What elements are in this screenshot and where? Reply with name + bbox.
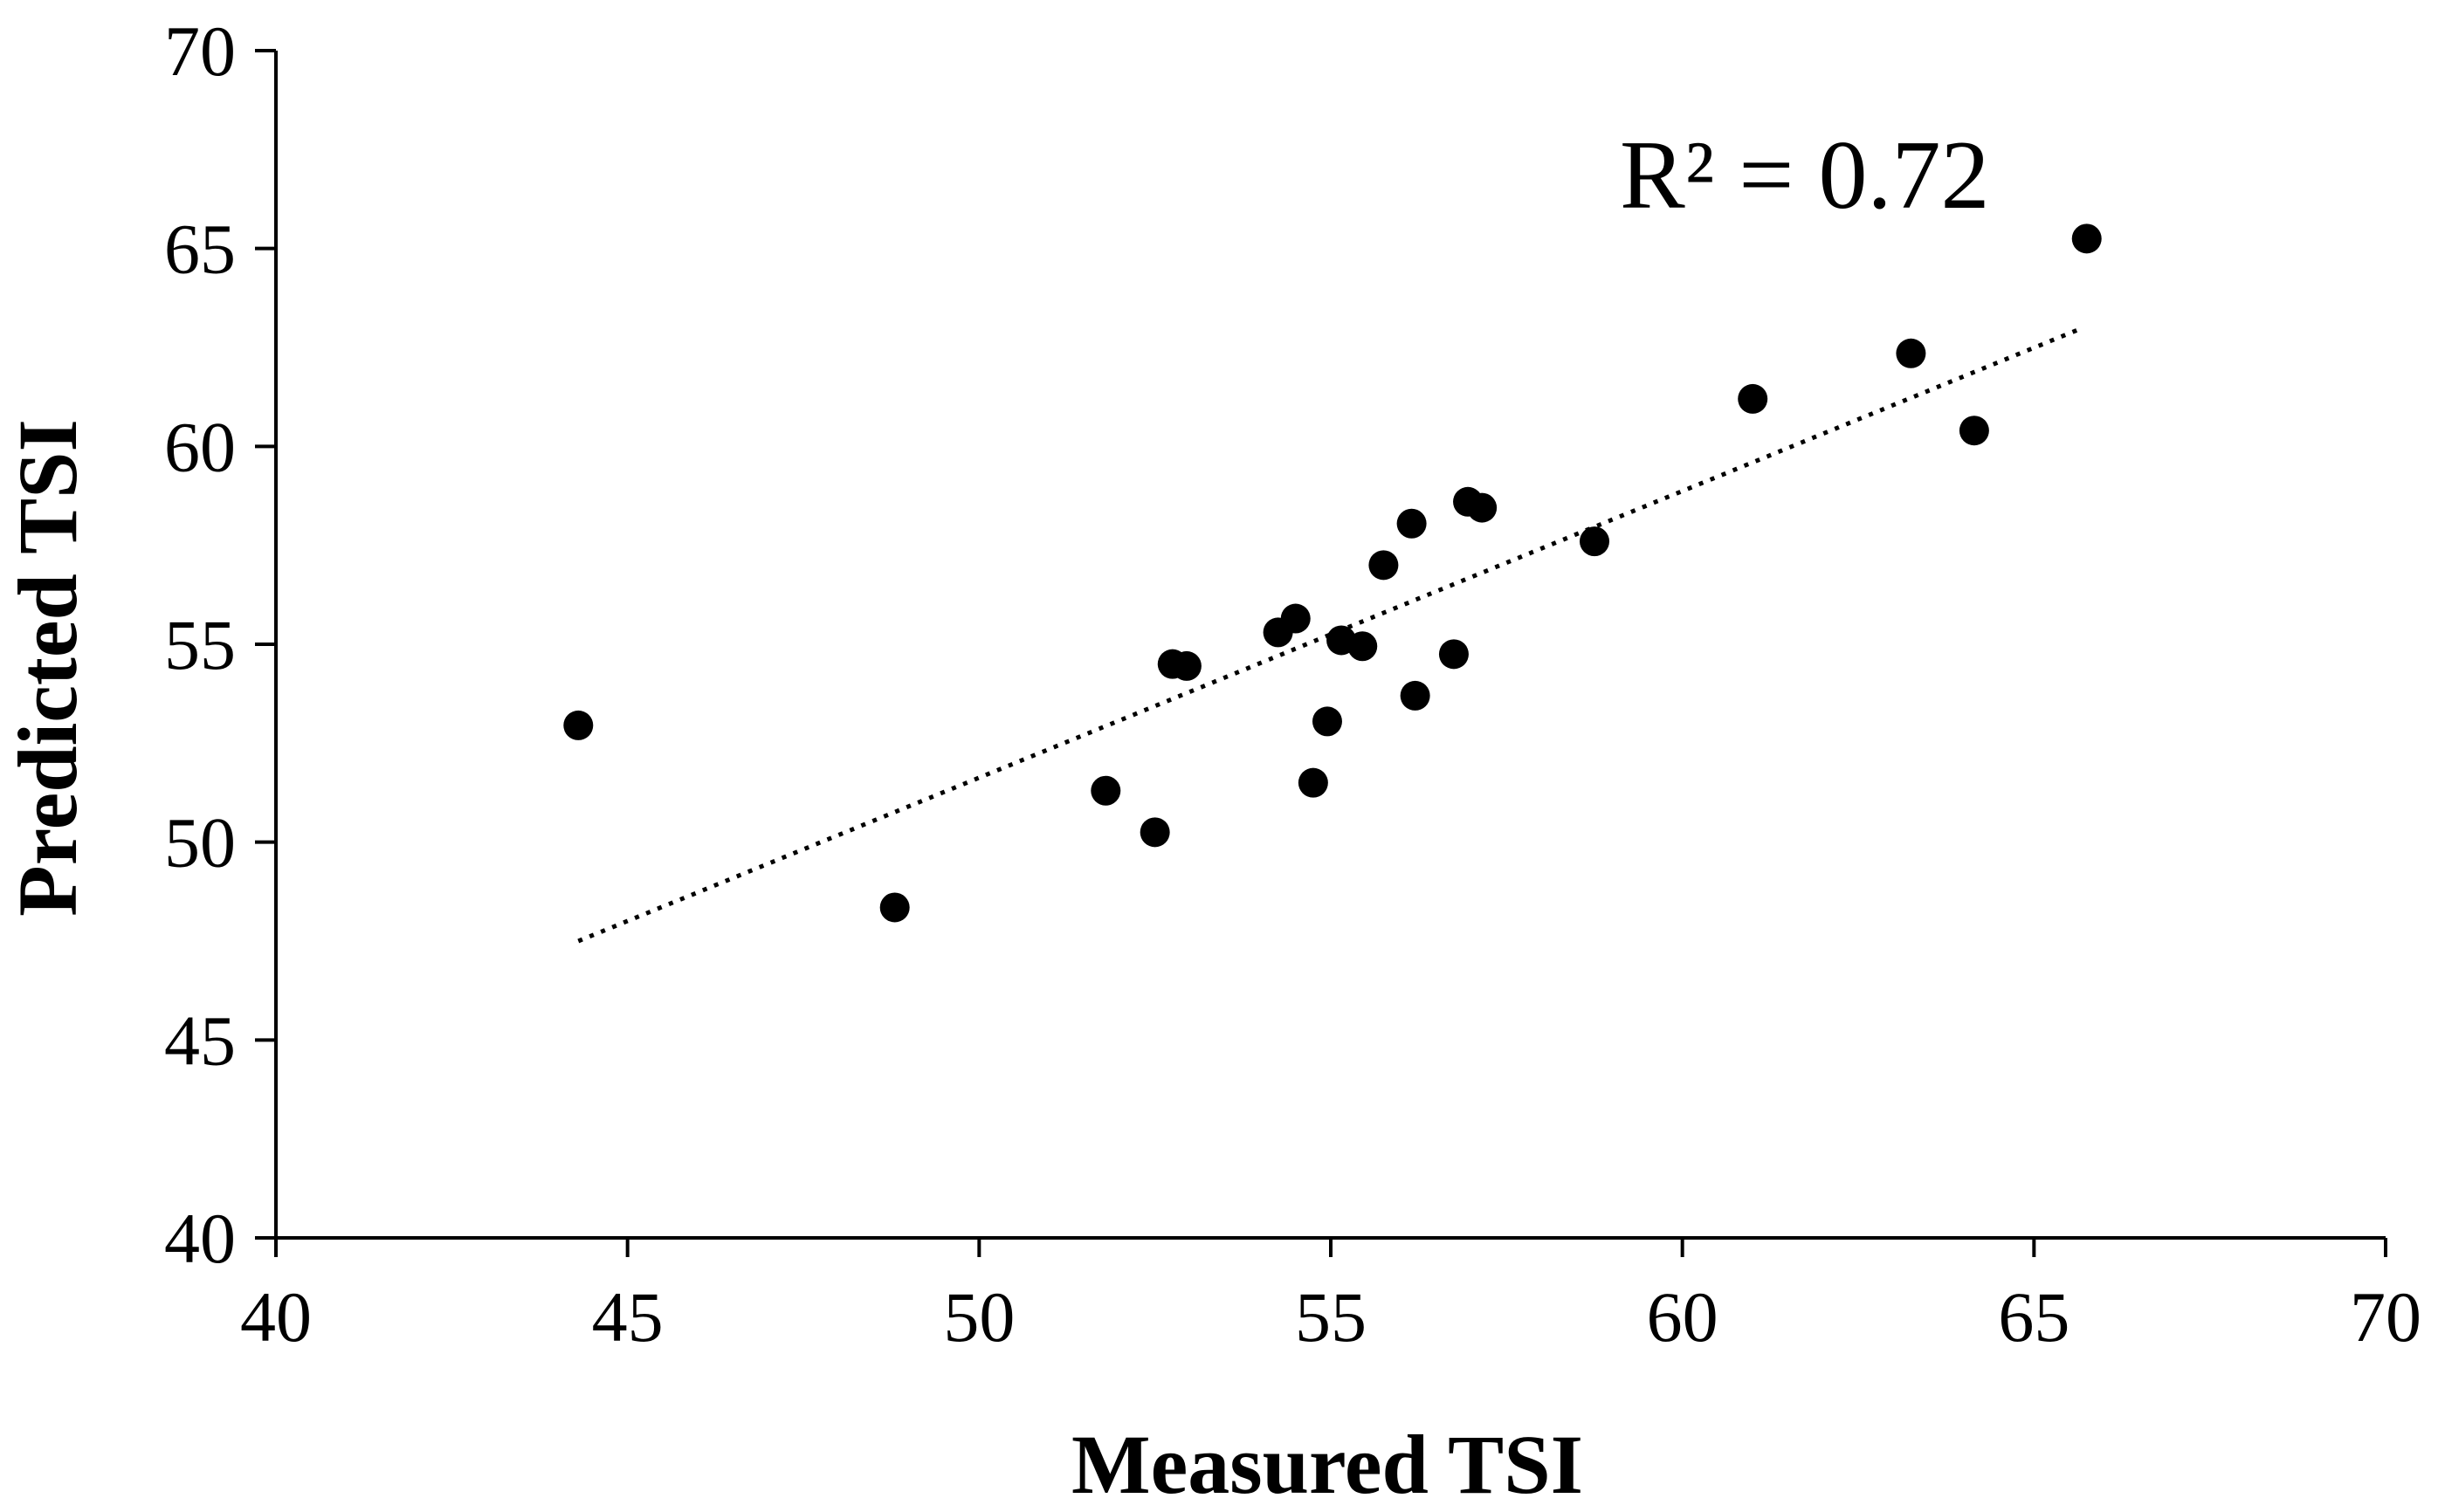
data-point <box>1312 706 1342 737</box>
x-ticks: 40 45 50 55 60 65 70 <box>240 1238 2421 1357</box>
data-point <box>2071 223 2102 254</box>
y-axis-title: Predicted TSI <box>1 419 94 917</box>
y-tick-label: 65 <box>164 210 236 289</box>
data-point <box>1396 508 1427 539</box>
trendline <box>577 326 2084 944</box>
data-point <box>1467 492 1498 523</box>
y-ticks: 40 45 50 55 60 65 70 <box>164 11 276 1278</box>
data-point <box>1738 383 1768 414</box>
data-point <box>563 710 594 740</box>
data-point <box>1280 603 1311 634</box>
r-squared-annotation: R² = 0.72 <box>1620 121 1989 230</box>
x-axis-title: Measured TSI <box>1071 1418 1583 1511</box>
data-point <box>879 892 910 923</box>
y-tick-label: 55 <box>164 605 236 684</box>
data-point <box>1368 550 1399 581</box>
y-tick-label: 60 <box>164 407 236 486</box>
data-point <box>1959 416 1989 446</box>
x-tick-label: 40 <box>240 1277 312 1357</box>
x-tick-label: 70 <box>2350 1277 2421 1357</box>
x-tick-label: 50 <box>943 1277 1015 1357</box>
data-point <box>1298 767 1328 798</box>
x-tick-label: 45 <box>592 1277 664 1357</box>
x-tick-label: 55 <box>1295 1277 1367 1357</box>
y-tick-label: 45 <box>164 1000 236 1080</box>
data-point <box>1580 526 1609 557</box>
y-tick-label: 50 <box>164 803 236 883</box>
data-point <box>1896 338 1926 368</box>
data-point <box>1400 680 1430 711</box>
data-point <box>1091 775 1121 806</box>
data-point <box>1347 631 1378 662</box>
x-tick-label: 65 <box>1998 1277 2070 1357</box>
y-tick-label: 40 <box>164 1199 236 1278</box>
x-tick-label: 60 <box>1647 1277 1718 1357</box>
data-point <box>1438 639 1469 670</box>
data-point <box>1140 817 1170 848</box>
y-tick-label: 70 <box>164 11 236 91</box>
data-points <box>563 223 2102 923</box>
data-point <box>1171 650 1202 681</box>
